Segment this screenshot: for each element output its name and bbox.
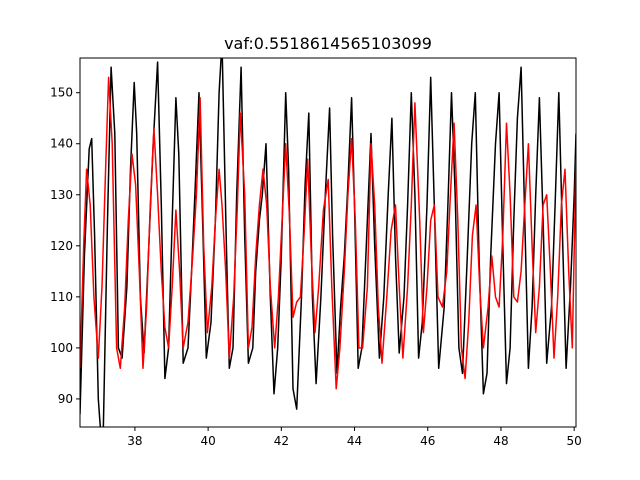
y-tick-label: 120 — [50, 239, 73, 253]
x-axis: 38 40 42 44 46 48 50 — [127, 427, 582, 448]
x-tick-label: 40 — [200, 434, 215, 448]
y-axis: 90 100 110 120 130 140 150 — [50, 86, 80, 406]
y-tick-label: 90 — [58, 392, 73, 406]
y-tick-label: 130 — [50, 188, 73, 202]
series-line-2 — [80, 76, 576, 390]
plot-frame — [79, 57, 577, 428]
x-tick-label: 48 — [493, 434, 508, 448]
y-tick-label: 150 — [50, 86, 73, 100]
x-tick-label: 50 — [567, 434, 582, 448]
y-tick-label: 140 — [50, 137, 73, 151]
chart-title: vaf:0.5518614565103099 — [224, 34, 432, 53]
x-tick-label: 42 — [274, 434, 289, 448]
series-layer — [80, 58, 576, 427]
x-tick-label: 38 — [127, 434, 142, 448]
y-tick-label: 100 — [50, 341, 73, 355]
x-tick-label: 44 — [347, 434, 362, 448]
x-tick-label: 46 — [420, 434, 435, 448]
y-tick-label: 110 — [50, 290, 73, 304]
